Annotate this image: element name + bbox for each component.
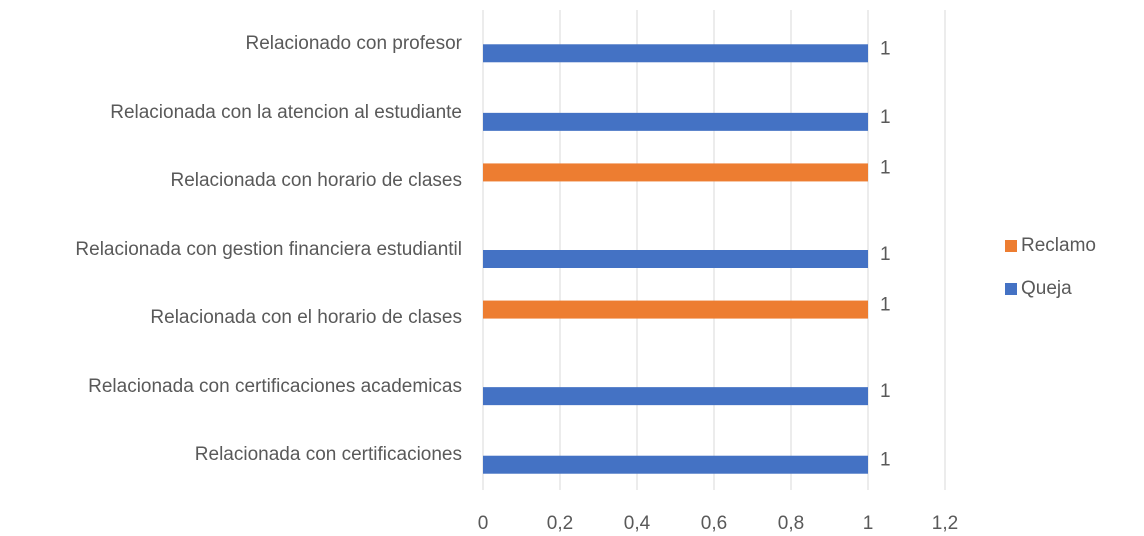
category-label-box: Relacionada con el horario de clases	[12, 284, 462, 352]
bar	[483, 300, 868, 319]
data-label: 1	[880, 381, 891, 402]
x-tick-label: 1,2	[932, 513, 958, 534]
x-tick-label: 0,4	[624, 513, 651, 534]
bar	[483, 163, 868, 182]
category-label-box: Relacionada con certificaciones	[12, 421, 462, 489]
data-label: 1	[880, 107, 891, 128]
data-label: 1	[880, 38, 891, 59]
legend-swatch	[1005, 283, 1017, 295]
y-tick-label: Relacionada con certificaciones academic…	[88, 375, 462, 397]
bar	[483, 455, 868, 474]
category-label-box: Relacionado con profesor	[12, 10, 462, 78]
legend-label: Queja	[1021, 278, 1072, 299]
data-label: 1	[880, 295, 891, 316]
y-tick-label: Relacionada con horario de clases	[170, 170, 462, 192]
x-tick-label: 0,2	[547, 513, 573, 534]
category-label-box: Relacionada con horario de clases	[12, 147, 462, 215]
data-label: 1	[880, 450, 891, 471]
x-tick-label: 0,8	[778, 513, 804, 534]
bar	[483, 387, 868, 406]
y-tick-label: Relacionada con el horario de clases	[150, 307, 462, 329]
y-tick-label: Relacionada con certificaciones	[194, 444, 462, 466]
category-label-box: Relacionada con certificaciones academic…	[12, 353, 462, 421]
bar	[483, 112, 868, 131]
legend-label: Reclamo	[1021, 235, 1096, 256]
bar	[483, 44, 868, 63]
x-tick-label: 0,6	[701, 513, 727, 534]
y-tick-label: Relacionada con la atencion al estudiant…	[110, 101, 462, 123]
data-label: 1	[880, 244, 891, 265]
category-label-box: Relacionada con gestion financiera estud…	[12, 216, 462, 284]
y-tick-label: Relacionado con profesor	[245, 33, 462, 54]
x-tick-label: 0	[478, 513, 489, 534]
legend-swatch	[1005, 240, 1017, 252]
y-tick-label: Relacionada con gestion financiera estud…	[75, 238, 462, 260]
data-label: 1	[880, 157, 891, 178]
bar	[483, 250, 868, 268]
category-label-box: Relacionada con la atencion al estudiant…	[12, 79, 462, 147]
x-tick-label: 1	[863, 513, 874, 534]
